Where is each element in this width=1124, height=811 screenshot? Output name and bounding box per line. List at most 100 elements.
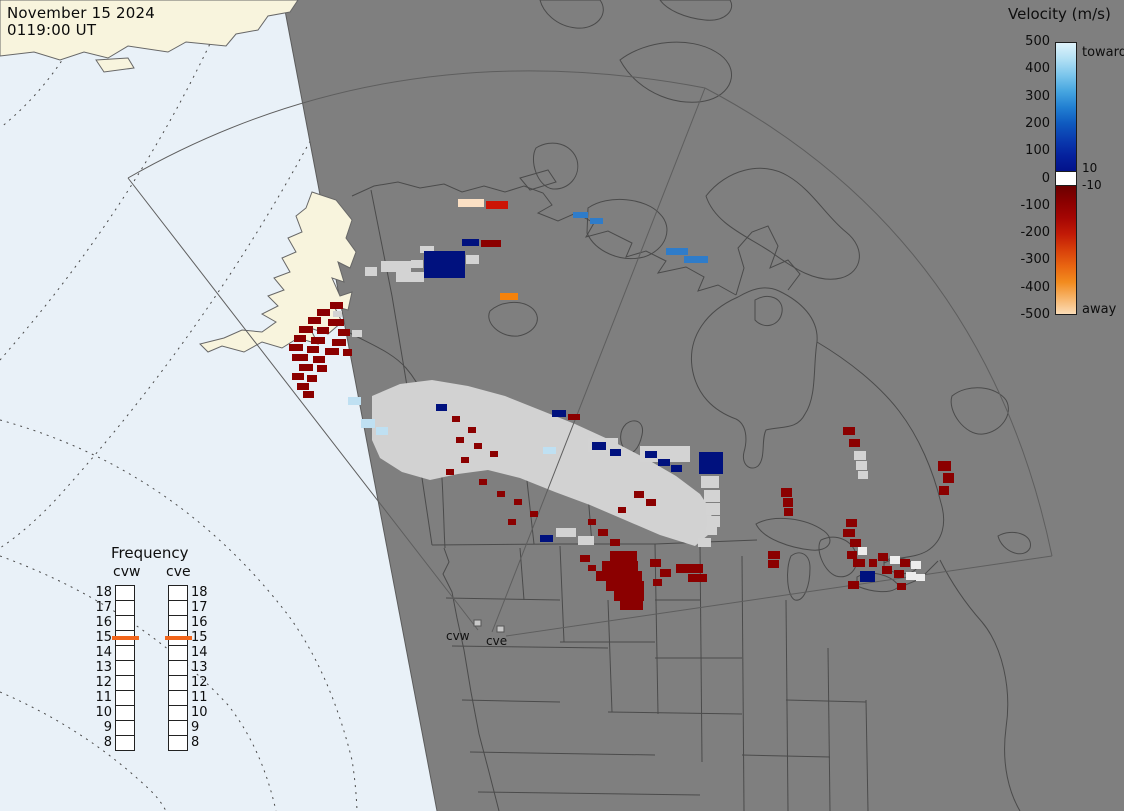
frequency-legend: Frequency cvw cve 18 17 16 15 14 13 12 11 10 9 8 1… (85, 540, 235, 780)
zero-upper-label: 10 (1082, 161, 1098, 175)
radar-echo-cell (684, 256, 708, 263)
radar-echo-cell (610, 551, 637, 561)
radar-echo-cell (311, 337, 325, 344)
velocity-colorbar-away (1056, 186, 1076, 314)
radar-echo-cell (706, 503, 720, 515)
radar-echo-cell (530, 511, 538, 517)
frequency-box (115, 615, 135, 631)
velocity-legend: Velocity (m/s) 500 400 300 200 100 0 -100 -200 -… (1000, 0, 1124, 340)
radar-echo-cell (497, 491, 505, 497)
radar-echo-cell (598, 529, 608, 536)
radar-echo-cell (640, 446, 690, 462)
radar-echo-cell (578, 536, 594, 545)
radar-echo-cell (552, 410, 566, 417)
frequency-tick-label: 16 (191, 615, 208, 630)
radar-echo-cell (328, 319, 344, 326)
ellesmere-island (619, 41, 732, 103)
radar-echo-cell (878, 553, 888, 561)
lake-winnipeg (620, 420, 644, 454)
radar-echo-cell (671, 465, 682, 472)
frequency-box (168, 735, 188, 751)
radar-echo-cell (313, 356, 325, 363)
radar-echo-cell (330, 302, 343, 309)
velocity-tick-label: 400 (1025, 61, 1050, 77)
velocity-tick-label: -400 (1020, 279, 1050, 295)
velocity-tick-label: 300 (1025, 88, 1050, 104)
radar-echo-cell (846, 519, 857, 527)
radar-echo-cell (590, 218, 603, 224)
radar-echo-cell (490, 451, 498, 457)
velocity-colorbar-zero-band (1056, 171, 1076, 186)
frequency-box (168, 675, 188, 691)
radar-echo-cell (580, 555, 590, 562)
radar-echo-cell (618, 507, 626, 513)
radar-echo-cell (462, 239, 479, 246)
radar-echo-cell (325, 348, 339, 355)
radar-echo-cell (676, 564, 703, 573)
frequency-box (168, 600, 188, 616)
velocity-tick-label: -500 (1020, 307, 1050, 322)
frequency-box (115, 735, 135, 751)
radar-echo-cell (461, 457, 469, 463)
land-chukotka (0, 0, 299, 73)
radar-echo-cell (352, 330, 362, 337)
frequency-column-label-cve: cve (166, 564, 191, 580)
frequency-box (168, 705, 188, 721)
radar-echo-cell (592, 442, 606, 450)
radar-echo-cell (704, 490, 720, 502)
radar-echo-cell (396, 272, 424, 282)
radar-echo-cell (556, 528, 576, 537)
radar-echo-cell (916, 574, 925, 581)
radar-echo-cell (420, 246, 434, 253)
radar-echo-cell (699, 452, 723, 474)
frequency-tick-label: 11 (95, 690, 112, 705)
atlantic-coast (939, 559, 1021, 811)
great-bear-lake (488, 302, 538, 337)
frequency-box (115, 585, 135, 601)
labrador-coast (816, 341, 942, 504)
radar-echo-cell (479, 479, 487, 485)
radar-echo-cell (376, 427, 388, 435)
radar-echo-cell (858, 471, 868, 479)
radar-echo-cell (768, 560, 779, 568)
radar-echo-cell (660, 569, 671, 577)
radar-echo-cell (307, 375, 317, 382)
radar-echo-cell (701, 476, 719, 488)
lake-michigan (787, 552, 811, 601)
radar-echo-cell (361, 419, 375, 428)
frequency-box (115, 645, 135, 661)
radar-echo-cell (783, 498, 793, 507)
radar-echo-cell (343, 349, 352, 356)
radar-echo-cell (381, 261, 411, 272)
frequency-box (168, 720, 188, 736)
radar-echo-cell (781, 488, 792, 497)
radar-echo-cell (890, 556, 900, 564)
radar-echo-cell (849, 439, 860, 447)
baffin-island (705, 167, 860, 280)
radar-echo-cell (860, 571, 875, 582)
frequency-box (115, 660, 135, 676)
fov-boundary-lines (127, 70, 1053, 637)
graticule-lines (0, 0, 358, 811)
frequency-tick-label: 14 (95, 645, 112, 660)
velocity-tick-label: -100 (1020, 197, 1050, 213)
radar-echo-cell (317, 309, 330, 316)
radar-echo-cell (452, 416, 460, 422)
radar-echo-cell (620, 601, 643, 610)
frequency-tick-label: 17 (191, 600, 208, 615)
radar-echo-cell (706, 527, 717, 535)
newfoundland (950, 387, 1009, 435)
frequency-tick-label: 9 (103, 720, 112, 735)
radar-echo-cell (307, 346, 319, 353)
radar-echo-cell (446, 469, 454, 475)
frequency-tick-label: 15 (191, 630, 208, 645)
radar-echo-cell (784, 508, 793, 516)
radar-echo-cell (573, 212, 588, 218)
radar-echo-cell (588, 519, 596, 525)
radar-echo-cell (698, 538, 711, 547)
radar-echo-cell (543, 447, 556, 454)
frequency-tick-label: 15 (95, 630, 112, 645)
nova-scotia (997, 532, 1031, 555)
radar-echo-cell (646, 499, 656, 506)
frequency-legend-title: Frequency (111, 544, 189, 562)
